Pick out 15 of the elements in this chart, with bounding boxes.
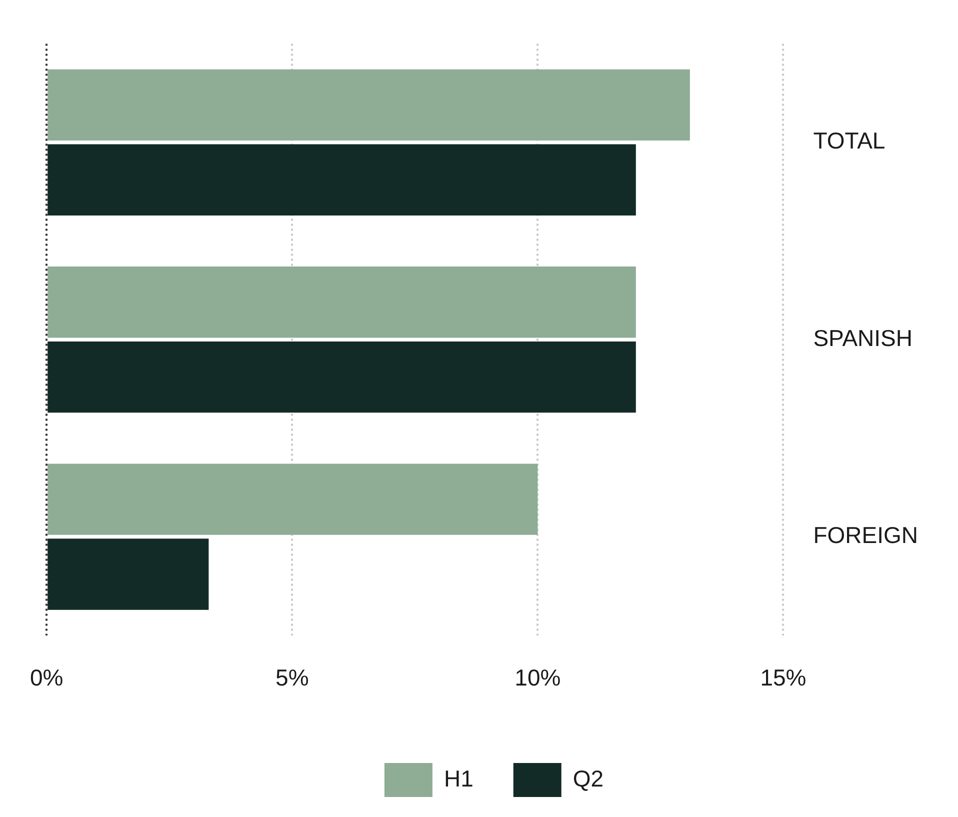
legend-label: Q2: [572, 765, 604, 792]
y-tick-label: SPANISH: [813, 324, 912, 351]
bar: [48, 464, 538, 535]
x-tick-label: 5%: [276, 664, 309, 691]
bar: [48, 69, 690, 141]
x-tick-label: 0%: [30, 664, 64, 691]
bar: [48, 341, 636, 413]
bar: [48, 538, 209, 610]
bar: [48, 144, 636, 216]
x-tick-label: 10%: [514, 664, 561, 691]
x-tick-label: 15%: [760, 664, 806, 691]
y-tick-label: TOTAL: [813, 128, 886, 154]
legend-label: H1: [444, 765, 474, 792]
y-tick-label: FOREIGN: [813, 522, 918, 548]
bar: [48, 266, 636, 338]
